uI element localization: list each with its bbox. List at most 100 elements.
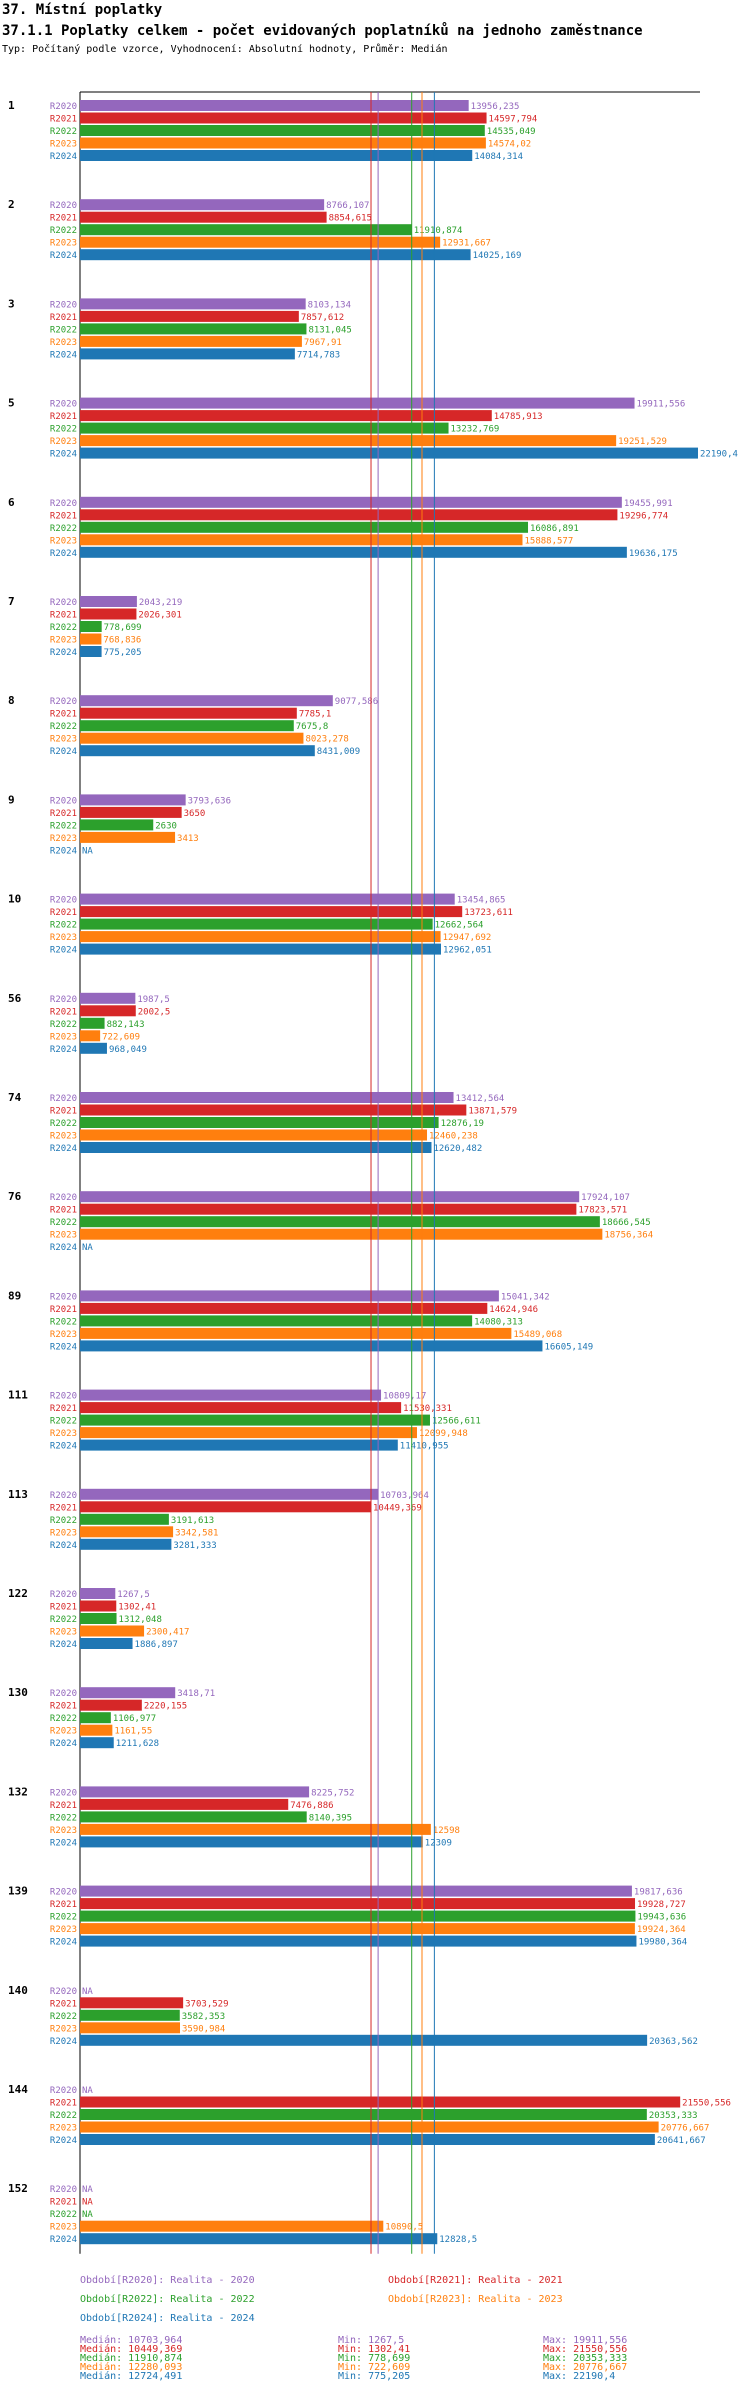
series-label-r2023: R2023 (50, 1925, 77, 1935)
bar-89-r2020 (80, 1290, 499, 1302)
data-label-1-r2020: 13956,235 (471, 102, 520, 112)
data-label-89-r2021: 14624,946 (489, 1305, 538, 1315)
series-label-r2021: R2021 (50, 412, 77, 422)
data-label-2-r2020: 8766,107 (326, 201, 369, 211)
series-label-r2023: R2023 (50, 1628, 77, 1638)
bar-139-r2022 (80, 1910, 636, 1922)
data-label-10-r2022: 12662,564 (435, 921, 484, 931)
data-label-89-r2024: 16605,149 (544, 1342, 593, 1352)
series-label-r2024: R2024 (50, 549, 77, 559)
data-label-144-r2021: 21550,556 (682, 2099, 731, 2109)
series-label-r2024: R2024 (50, 1243, 77, 1253)
data-label-139-r2022: 19943,636 (637, 1913, 686, 1923)
data-label-152-r2020: NA (82, 2185, 93, 2195)
series-label-r2022: R2022 (50, 1516, 77, 1526)
series-label-r2021: R2021 (50, 1206, 77, 1216)
data-label-3-r2022: 8131,045 (308, 325, 351, 335)
series-label-r2024: R2024 (50, 1938, 77, 1948)
data-label-2-r2022: 11910,874 (414, 226, 463, 236)
data-label-74-r2021: 13871,579 (468, 1107, 517, 1117)
series-label-r2021: R2021 (50, 1801, 77, 1811)
series-label-r2020: R2020 (50, 1094, 77, 1104)
data-label-111-r2021: 11530,331 (403, 1404, 452, 1414)
bar-1-r2022 (80, 125, 485, 136)
bar-140-r2022 (80, 2009, 180, 2021)
bar-56-r2020 (80, 992, 136, 1004)
series-label-r2020: R2020 (50, 1888, 77, 1898)
bar-10-r2022 (80, 918, 433, 930)
category-label-139: 139 (8, 1885, 28, 1898)
bar-2-r2024 (80, 249, 471, 261)
series-label-r2022: R2022 (50, 325, 77, 335)
bar-111-r2022 (80, 1414, 430, 1426)
series-label-r2021: R2021 (50, 1007, 77, 1017)
series-label-r2020: R2020 (50, 995, 77, 1005)
bar-152-r2024 (80, 2233, 438, 2245)
series-label-r2021: R2021 (50, 1900, 77, 1910)
series-label-r2021: R2021 (50, 1305, 77, 1315)
bar-152-r2023 (80, 2220, 384, 2232)
data-label-7-r2024: 775,205 (104, 648, 142, 658)
data-label-140-r2020: NA (82, 1987, 93, 1997)
data-label-9-r2023: 3413 (177, 834, 199, 844)
bar-139-r2021 (80, 1898, 636, 1910)
category-label-5: 5 (8, 397, 15, 410)
series-label-r2021: R2021 (50, 1999, 77, 2009)
bar-140-r2024 (80, 2034, 648, 2046)
data-label-5-r2021: 14785,913 (494, 412, 543, 422)
bar-7-r2021 (80, 608, 137, 620)
bar-9-r2022 (80, 819, 154, 831)
bar-9-r2021 (80, 806, 182, 818)
series-label-r2020: R2020 (50, 1193, 77, 1203)
data-label-8-r2023: 8023,278 (305, 735, 348, 745)
bar-1-r2020 (80, 100, 469, 111)
data-label-122-r2024: 1886,897 (135, 1640, 178, 1650)
series-label-r2020: R2020 (50, 1292, 77, 1302)
data-label-56-r2021: 2002,5 (138, 1007, 171, 1017)
series-label-r2023: R2023 (50, 2223, 77, 2233)
data-label-111-r2023: 12099,948 (419, 1429, 468, 1439)
series-label-r2024: R2024 (50, 648, 77, 658)
bar-6-r2022 (80, 521, 529, 533)
bar-132-r2023 (80, 1823, 431, 1835)
bar-1-r2021 (80, 112, 487, 124)
series-label-r2020: R2020 (50, 896, 77, 906)
bar-140-r2023 (80, 2022, 181, 2034)
category-label-122: 122 (8, 1587, 28, 1600)
bar-113-r2024 (80, 1538, 172, 1550)
data-label-5-r2024: 22190,4 (700, 450, 738, 460)
series-label-r2021: R2021 (50, 511, 77, 521)
data-label-1-r2024: 14084,314 (474, 152, 523, 162)
data-label-113-r2022: 3191,613 (171, 1516, 214, 1526)
data-label-152-r2022: NA (82, 2210, 93, 2220)
bar-113-r2023 (80, 1526, 174, 1538)
category-label-2: 2 (8, 198, 15, 211)
data-label-8-r2024: 8431,009 (317, 747, 360, 757)
data-label-1-r2022: 14535,049 (487, 127, 536, 137)
series-label-r2021: R2021 (50, 1404, 77, 1414)
data-label-2-r2023: 12931,667 (442, 239, 491, 249)
data-label-8-r2020: 9077,586 (335, 697, 378, 707)
bar-76-r2020 (80, 1191, 580, 1203)
data-label-132-r2022: 8140,395 (309, 1813, 352, 1823)
bar-113-r2020 (80, 1488, 379, 1500)
data-label-74-r2022: 12876,19 (441, 1119, 484, 1129)
data-label-5-r2022: 13232,769 (451, 425, 500, 435)
data-label-113-r2023: 3342,581 (175, 1528, 218, 1538)
data-label-7-r2021: 2026,301 (138, 611, 181, 621)
bar-10-r2023 (80, 931, 441, 943)
bar-140-r2021 (80, 1997, 184, 2009)
bar-113-r2021 (80, 1501, 372, 1513)
data-label-130-r2022: 1106,977 (113, 1714, 156, 1724)
data-label-9-r2021: 3650 (184, 809, 206, 819)
series-label-r2024: R2024 (50, 747, 77, 757)
bar-139-r2020 (80, 1885, 632, 1897)
series-label-r2024: R2024 (50, 1541, 77, 1551)
series-label-r2020: R2020 (50, 2086, 77, 2096)
series-label-r2020: R2020 (50, 400, 77, 410)
bar-144-r2024 (80, 2134, 655, 2145)
series-label-r2020: R2020 (50, 697, 77, 707)
bar-74-r2021 (80, 1104, 467, 1116)
series-label-r2022: R2022 (50, 1020, 77, 1030)
